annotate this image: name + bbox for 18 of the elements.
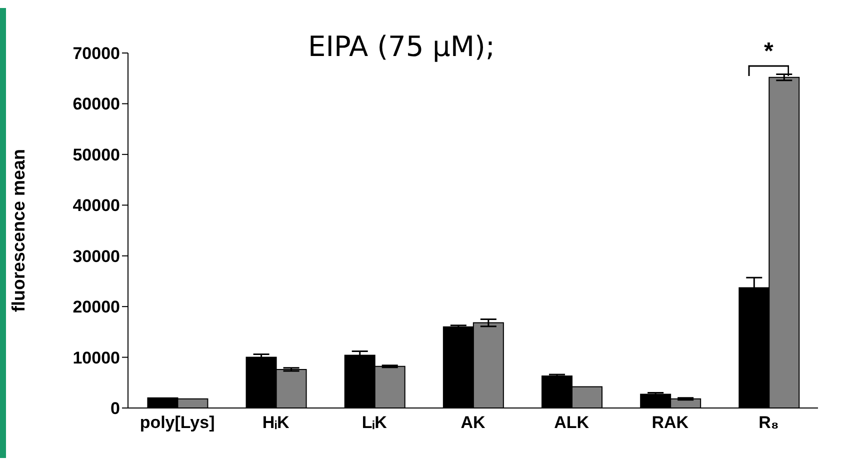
y-tick-label: 60000	[72, 94, 120, 114]
y-tick-label: 0	[110, 399, 120, 418]
x-tick-label: HᵢK	[262, 413, 290, 432]
y-tick-label: 30000	[72, 246, 120, 266]
x-tick-label: AK	[460, 413, 486, 432]
x-tick-label: R₈	[758, 413, 779, 432]
y-tick-label: 70000	[72, 44, 120, 64]
y-tick-label: 20000	[72, 298, 120, 317]
y-tick-label: 50000	[72, 145, 120, 164]
x-tick-label: ALK	[554, 413, 590, 432]
x-tick-label: LᵢK	[362, 413, 388, 432]
x-tick-label: poly[Lys]	[140, 413, 215, 432]
x-tick-label: RAK	[652, 413, 690, 432]
annotation: *	[763, 38, 774, 66]
y-tick-label: 40000	[72, 196, 120, 216]
y-axis-title: fluorescence mean	[8, 148, 28, 312]
annotation: EIPA (75 μM);	[308, 30, 495, 63]
y-tick-label: 10000	[72, 348, 120, 368]
